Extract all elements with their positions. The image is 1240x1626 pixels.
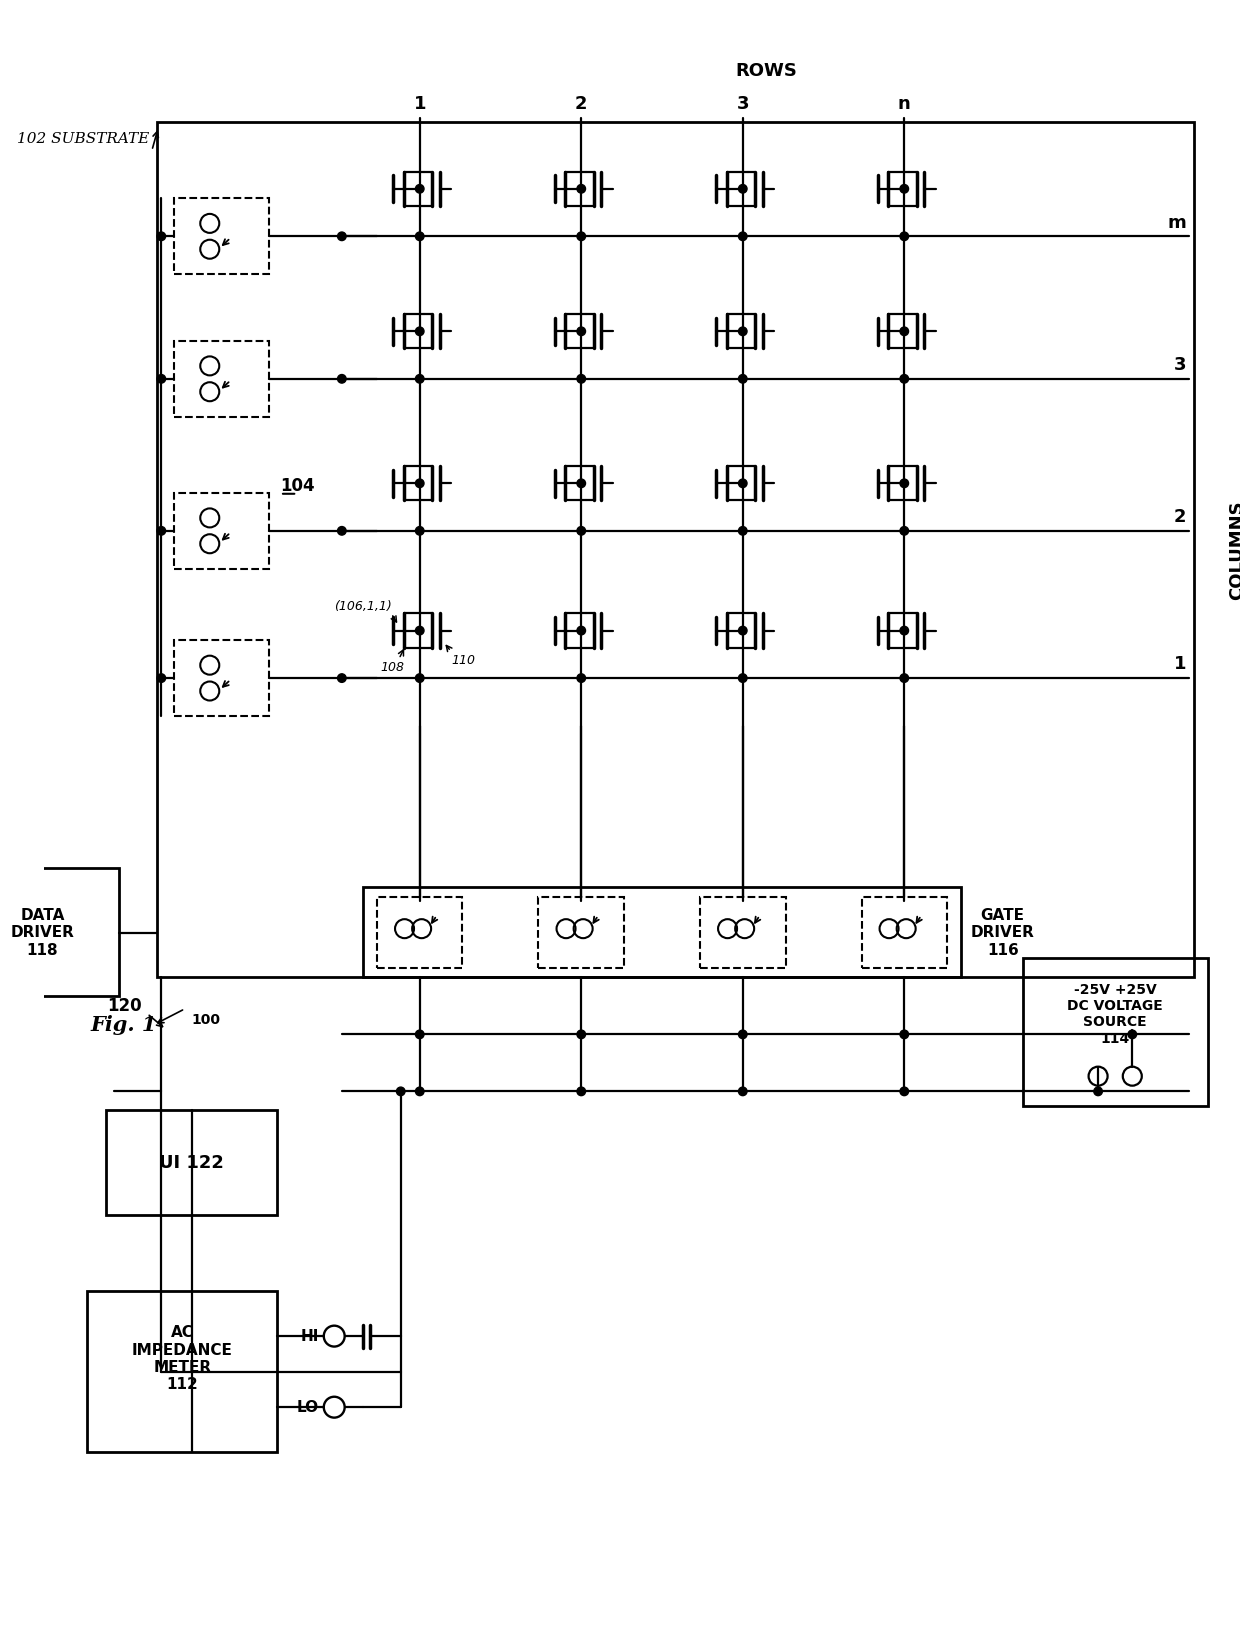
Text: 108: 108 bbox=[381, 662, 404, 675]
Text: DATA
DRIVER
118: DATA DRIVER 118 bbox=[11, 907, 74, 958]
Bar bbox=[0, 868, 119, 997]
Text: COLUMNS: COLUMNS bbox=[1228, 501, 1240, 600]
Text: Fig. 1: Fig. 1 bbox=[91, 1015, 156, 1034]
Circle shape bbox=[577, 626, 585, 634]
Text: GATE
DRIVER
116: GATE DRIVER 116 bbox=[971, 907, 1034, 958]
Circle shape bbox=[900, 184, 909, 193]
Circle shape bbox=[415, 374, 424, 384]
Circle shape bbox=[415, 327, 424, 335]
Circle shape bbox=[337, 527, 346, 535]
Circle shape bbox=[157, 527, 166, 535]
Circle shape bbox=[415, 527, 424, 535]
Circle shape bbox=[900, 233, 909, 241]
Circle shape bbox=[900, 626, 909, 634]
Bar bbox=[174, 493, 269, 569]
Text: LO: LO bbox=[296, 1400, 319, 1415]
Text: HI: HI bbox=[300, 1328, 319, 1343]
Circle shape bbox=[900, 374, 909, 384]
Circle shape bbox=[415, 673, 424, 683]
Circle shape bbox=[739, 327, 746, 335]
Circle shape bbox=[900, 327, 909, 335]
Bar bbox=[363, 888, 961, 977]
Circle shape bbox=[577, 374, 585, 384]
Circle shape bbox=[739, 1088, 746, 1096]
Circle shape bbox=[739, 374, 746, 384]
Text: -25V +25V
DC VOLTAGE
SOURCE
114: -25V +25V DC VOLTAGE SOURCE 114 bbox=[1068, 984, 1163, 1046]
Text: 1: 1 bbox=[413, 94, 427, 112]
Circle shape bbox=[577, 1088, 585, 1096]
Bar bbox=[174, 198, 269, 275]
Circle shape bbox=[157, 673, 166, 683]
Circle shape bbox=[739, 184, 746, 193]
Circle shape bbox=[415, 626, 424, 634]
Text: 2: 2 bbox=[1174, 507, 1187, 527]
Circle shape bbox=[397, 1088, 405, 1096]
Circle shape bbox=[415, 1088, 424, 1096]
Text: UI 122: UI 122 bbox=[159, 1153, 224, 1172]
Bar bbox=[156, 122, 1194, 977]
Circle shape bbox=[1094, 1088, 1102, 1096]
Circle shape bbox=[157, 374, 166, 384]
Circle shape bbox=[739, 527, 746, 535]
Circle shape bbox=[337, 374, 346, 384]
Circle shape bbox=[739, 1031, 746, 1039]
Bar bbox=[174, 641, 269, 715]
Circle shape bbox=[415, 184, 424, 193]
Text: 1: 1 bbox=[1174, 655, 1187, 673]
Text: 3: 3 bbox=[737, 94, 749, 112]
Circle shape bbox=[157, 233, 166, 241]
Circle shape bbox=[739, 673, 746, 683]
Circle shape bbox=[577, 327, 585, 335]
Circle shape bbox=[577, 184, 585, 193]
Circle shape bbox=[900, 527, 909, 535]
Circle shape bbox=[739, 233, 746, 241]
Circle shape bbox=[900, 1031, 909, 1039]
Bar bbox=[862, 896, 947, 967]
Circle shape bbox=[577, 233, 585, 241]
Circle shape bbox=[1128, 1031, 1137, 1039]
Circle shape bbox=[739, 480, 746, 488]
Circle shape bbox=[577, 527, 585, 535]
Circle shape bbox=[900, 673, 909, 683]
Bar bbox=[538, 896, 624, 967]
Circle shape bbox=[577, 673, 585, 683]
Bar bbox=[174, 341, 269, 416]
Text: 3: 3 bbox=[1174, 356, 1187, 374]
Circle shape bbox=[337, 233, 346, 241]
Text: 110: 110 bbox=[451, 654, 475, 667]
Circle shape bbox=[900, 1088, 909, 1096]
Text: ROWS: ROWS bbox=[735, 62, 797, 80]
Text: 104: 104 bbox=[280, 476, 315, 496]
Text: n: n bbox=[898, 94, 910, 112]
Bar bbox=[377, 896, 463, 967]
Text: (106,1,1): (106,1,1) bbox=[334, 600, 392, 613]
Text: AC
IMPEDANCE
METER
112: AC IMPEDANCE METER 112 bbox=[131, 1325, 233, 1392]
Text: 102 SUBSTRATE: 102 SUBSTRATE bbox=[16, 132, 149, 146]
Bar bbox=[701, 896, 785, 967]
Text: 120: 120 bbox=[108, 997, 143, 1015]
Circle shape bbox=[415, 480, 424, 488]
Text: 100: 100 bbox=[192, 1013, 221, 1028]
Bar bbox=[1023, 958, 1208, 1106]
Circle shape bbox=[415, 1031, 424, 1039]
Circle shape bbox=[739, 626, 746, 634]
Text: m: m bbox=[1168, 213, 1187, 231]
Circle shape bbox=[337, 673, 346, 683]
Bar bbox=[107, 1111, 278, 1215]
Circle shape bbox=[577, 480, 585, 488]
Bar bbox=[87, 1291, 278, 1452]
Text: 2: 2 bbox=[575, 94, 588, 112]
Circle shape bbox=[577, 1031, 585, 1039]
Circle shape bbox=[415, 233, 424, 241]
Circle shape bbox=[900, 480, 909, 488]
